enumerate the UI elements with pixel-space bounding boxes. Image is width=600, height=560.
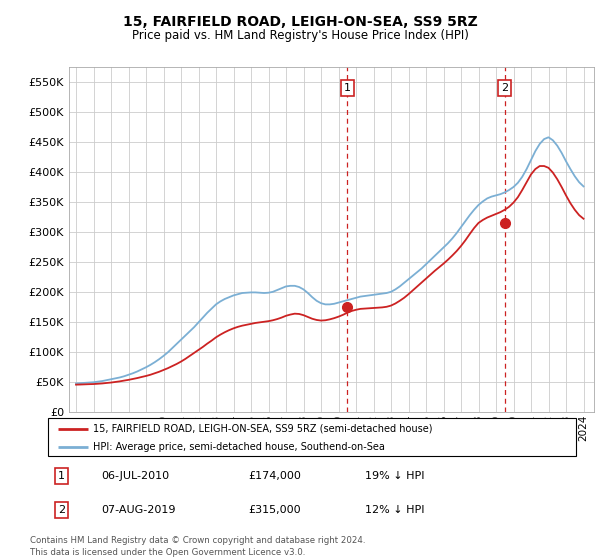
Text: 1: 1	[344, 83, 351, 93]
Text: £315,000: £315,000	[248, 505, 301, 515]
Text: 15, FAIRFIELD ROAD, LEIGH-ON-SEA, SS9 5RZ (semi-detached house): 15, FAIRFIELD ROAD, LEIGH-ON-SEA, SS9 5R…	[93, 424, 433, 434]
Text: 15, FAIRFIELD ROAD, LEIGH-ON-SEA, SS9 5RZ: 15, FAIRFIELD ROAD, LEIGH-ON-SEA, SS9 5R…	[122, 15, 478, 29]
Text: 07-AUG-2019: 07-AUG-2019	[101, 505, 175, 515]
Text: 1: 1	[58, 471, 65, 481]
Text: HPI: Average price, semi-detached house, Southend-on-Sea: HPI: Average price, semi-detached house,…	[93, 442, 385, 452]
Text: Contains HM Land Registry data © Crown copyright and database right 2024.
This d: Contains HM Land Registry data © Crown c…	[30, 536, 365, 557]
Text: 19% ↓ HPI: 19% ↓ HPI	[365, 471, 424, 481]
Text: 06-JUL-2010: 06-JUL-2010	[101, 471, 169, 481]
Text: £174,000: £174,000	[248, 471, 302, 481]
Text: 2: 2	[501, 83, 508, 93]
Text: 2: 2	[58, 505, 65, 515]
Text: Price paid vs. HM Land Registry's House Price Index (HPI): Price paid vs. HM Land Registry's House …	[131, 29, 469, 42]
Text: 12% ↓ HPI: 12% ↓ HPI	[365, 505, 424, 515]
